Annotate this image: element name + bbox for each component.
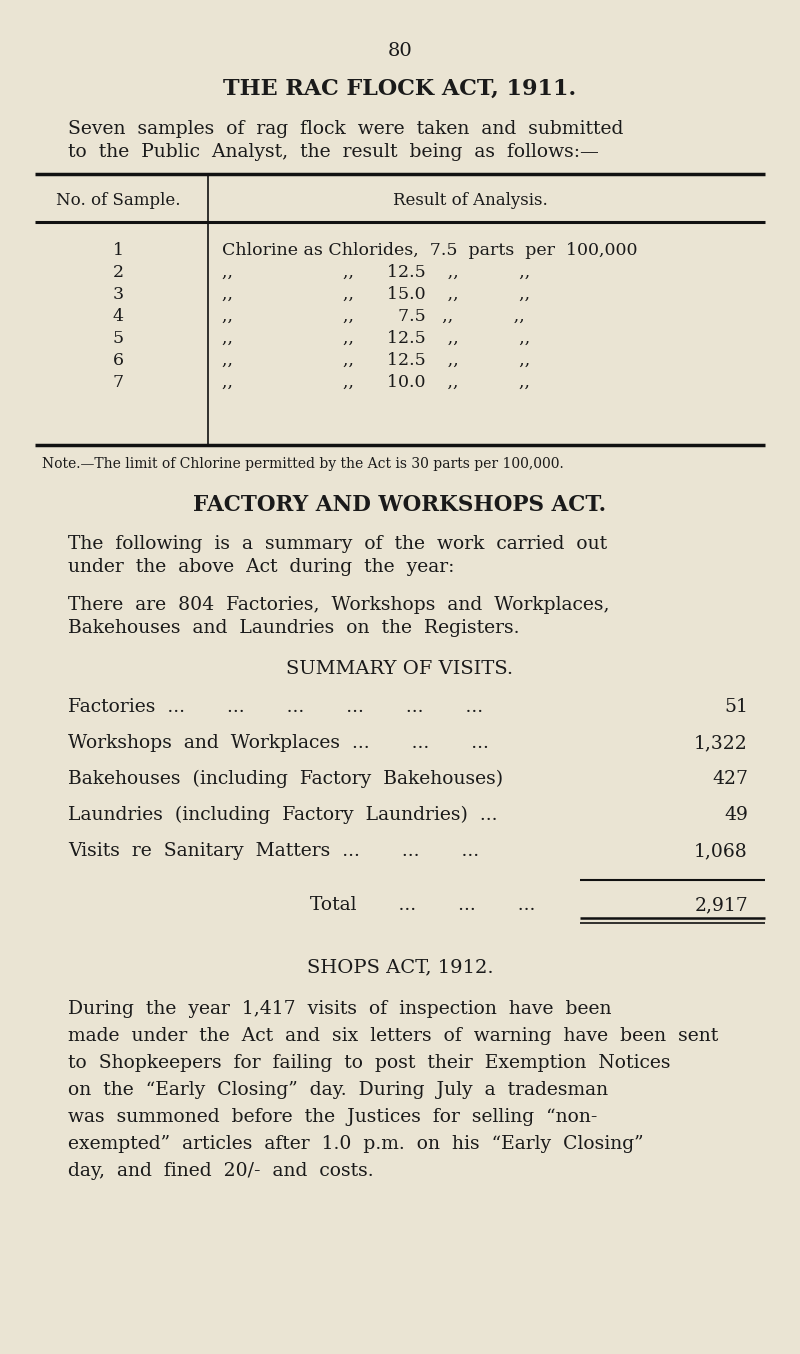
Text: 49: 49: [724, 806, 748, 825]
Text: Result of Analysis.: Result of Analysis.: [393, 192, 547, 209]
Text: 2: 2: [113, 264, 123, 282]
Text: ,,                    ,,      12.5    ,,           ,,: ,, ,, 12.5 ,, ,,: [222, 352, 530, 370]
Text: to  the  Public  Analyst,  the  result  being  as  follows:—: to the Public Analyst, the result being …: [68, 144, 599, 161]
Text: ,,                    ,,      15.0    ,,           ,,: ,, ,, 15.0 ,, ,,: [222, 286, 530, 303]
Text: Laundries  (including  Factory  Laundries)  ...: Laundries (including Factory Laundries) …: [68, 806, 498, 825]
Text: Bakehouses  and  Laundries  on  the  Registers.: Bakehouses and Laundries on the Register…: [68, 619, 519, 636]
Text: 7: 7: [113, 374, 123, 391]
Text: FACTORY AND WORKSHOPS ACT.: FACTORY AND WORKSHOPS ACT.: [194, 494, 606, 516]
Text: Visits  re  Sanitary  Matters  ...       ...       ...: Visits re Sanitary Matters ... ... ...: [68, 842, 479, 860]
Text: 1,068: 1,068: [694, 842, 748, 860]
Text: The  following  is  a  summary  of  the  work  carried  out: The following is a summary of the work c…: [68, 535, 607, 552]
Text: Seven  samples  of  rag  flock  were  taken  and  submitted: Seven samples of rag flock were taken an…: [68, 121, 623, 138]
Text: Note.—The limit of Chlorine permitted by the Act is 30 parts per 100,000.: Note.—The limit of Chlorine permitted by…: [42, 458, 564, 471]
Text: During  the  year  1,417  visits  of  inspection  have  been: During the year 1,417 visits of inspecti…: [68, 1001, 611, 1018]
Text: exempted”  articles  after  1.0  p.m.  on  his  “Early  Closing”: exempted” articles after 1.0 p.m. on his…: [68, 1135, 644, 1154]
Text: ,,                    ,,        7.5   ,,           ,,: ,, ,, 7.5 ,, ,,: [222, 307, 525, 325]
Text: THE RAC FLOCK ACT, 1911.: THE RAC FLOCK ACT, 1911.: [223, 79, 577, 100]
Text: 6: 6: [113, 352, 123, 370]
Text: under  the  above  Act  during  the  year:: under the above Act during the year:: [68, 558, 454, 575]
Text: was  summoned  before  the  Justices  for  selling  “non-: was summoned before the Justices for sel…: [68, 1108, 598, 1127]
Text: Bakehouses  (including  Factory  Bakehouses): Bakehouses (including Factory Bakehouses…: [68, 770, 503, 788]
Text: 80: 80: [388, 42, 412, 60]
Text: 51: 51: [724, 699, 748, 716]
Text: SUMMARY OF VISITS.: SUMMARY OF VISITS.: [286, 659, 514, 678]
Text: to  Shopkeepers  for  failing  to  post  their  Exemption  Notices: to Shopkeepers for failing to post their…: [68, 1053, 670, 1072]
Text: 4: 4: [113, 307, 123, 325]
Text: 5: 5: [113, 330, 123, 347]
Text: No. of Sample.: No. of Sample.: [56, 192, 180, 209]
Text: Total       ...       ...       ...: Total ... ... ...: [310, 896, 535, 914]
Text: 3: 3: [113, 286, 123, 303]
Text: Chlorine as Chlorides,  7.5  parts  per  100,000: Chlorine as Chlorides, 7.5 parts per 100…: [222, 242, 638, 259]
Text: ,,                    ,,      12.5    ,,           ,,: ,, ,, 12.5 ,, ,,: [222, 330, 530, 347]
Text: SHOPS ACT, 1912.: SHOPS ACT, 1912.: [306, 959, 494, 976]
Text: ,,                    ,,      12.5    ,,           ,,: ,, ,, 12.5 ,, ,,: [222, 264, 530, 282]
Text: day,  and  fined  20/-  and  costs.: day, and fined 20/- and costs.: [68, 1162, 374, 1179]
Text: ,,                    ,,      10.0    ,,           ,,: ,, ,, 10.0 ,, ,,: [222, 374, 530, 391]
Text: There  are  804  Factories,  Workshops  and  Workplaces,: There are 804 Factories, Workshops and W…: [68, 596, 610, 613]
Text: Factories  ...       ...       ...       ...       ...       ...: Factories ... ... ... ... ... ...: [68, 699, 483, 716]
Text: 2,917: 2,917: [694, 896, 748, 914]
Text: Workshops  and  Workplaces  ...       ...       ...: Workshops and Workplaces ... ... ...: [68, 734, 489, 751]
Text: 427: 427: [712, 770, 748, 788]
Text: 1,322: 1,322: [694, 734, 748, 751]
Text: 1: 1: [113, 242, 123, 259]
Text: on  the  “Early  Closing”  day.  During  July  a  tradesman: on the “Early Closing” day. During July …: [68, 1080, 608, 1099]
Text: made  under  the  Act  and  six  letters  of  warning  have  been  sent: made under the Act and six letters of wa…: [68, 1026, 718, 1045]
